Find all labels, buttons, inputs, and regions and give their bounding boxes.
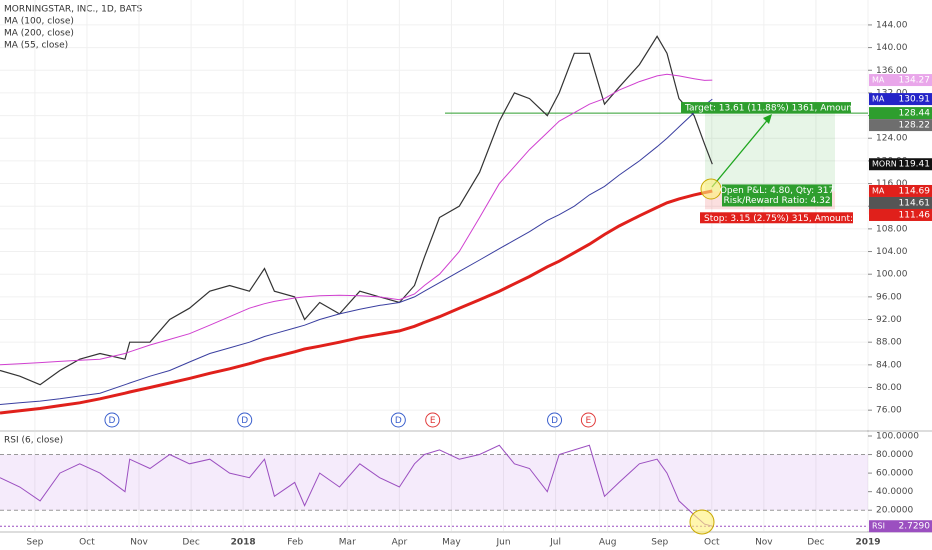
y-tick-label: 124.00 bbox=[876, 134, 908, 144]
highlight bbox=[700, 178, 722, 200]
price-tag-value: 130.91 bbox=[899, 95, 931, 105]
price-tag-value: 128.44 bbox=[899, 109, 931, 119]
event-label: D bbox=[108, 416, 115, 426]
price-tag bbox=[869, 208, 932, 221]
event-label: D bbox=[395, 416, 402, 426]
legend-entry: MA (100, close) bbox=[4, 17, 74, 27]
event-label: E bbox=[430, 416, 436, 426]
price-tag bbox=[869, 184, 932, 197]
price-tag-name: MA bbox=[872, 95, 885, 104]
price-tag-value: 2.7290 bbox=[899, 522, 931, 532]
x-tick-label: Aug bbox=[599, 538, 617, 548]
y-tick-label: 144.00 bbox=[876, 20, 908, 30]
series-line bbox=[0, 444, 713, 527]
series-line bbox=[0, 189, 713, 415]
price-tag-value: 134.27 bbox=[899, 76, 931, 86]
y-tick-label: 104.00 bbox=[876, 247, 908, 257]
price-tag bbox=[869, 196, 932, 209]
target-zone bbox=[705, 113, 835, 192]
price-tag-value: 114.69 bbox=[899, 186, 931, 196]
x-tick-label: Jun bbox=[495, 538, 510, 548]
price-tag-name: RSI bbox=[872, 522, 885, 531]
chart-title: MORNINGSTAR, INC., 1D, BATS bbox=[4, 5, 143, 15]
event-marker bbox=[425, 412, 441, 428]
highlight bbox=[689, 509, 715, 535]
series-line bbox=[0, 73, 713, 366]
price-tag bbox=[869, 93, 932, 106]
y-tick-label: 140.00 bbox=[876, 43, 908, 53]
pnl-box bbox=[722, 184, 832, 207]
x-tick-label: Apr bbox=[392, 538, 408, 548]
y-tick-label: 116.00 bbox=[876, 179, 908, 189]
price-tag bbox=[869, 119, 932, 132]
y-tick-label: 20.0000 bbox=[876, 506, 913, 516]
rsi-band bbox=[0, 454, 868, 511]
event-label: D bbox=[551, 416, 558, 426]
stop-box bbox=[700, 212, 853, 224]
price-tag bbox=[869, 520, 932, 533]
price-tag bbox=[869, 158, 932, 171]
price-tag-name: MA bbox=[872, 76, 885, 85]
event-marker bbox=[547, 412, 563, 428]
price-tag-value: 119.41 bbox=[899, 160, 931, 170]
event-marker bbox=[580, 412, 596, 428]
x-tick-label: May bbox=[442, 538, 461, 548]
y-tick-label: 108.00 bbox=[876, 224, 908, 234]
y-tick-label: 96.00 bbox=[876, 292, 902, 302]
y-tick-label: 100.0000 bbox=[876, 431, 919, 441]
legend-entry: MA (55, close) bbox=[4, 41, 68, 51]
price-tag-name: MORN bbox=[872, 160, 897, 169]
y-tick-label: 80.0000 bbox=[876, 450, 913, 460]
x-tick-label: Mar bbox=[339, 538, 356, 548]
y-tick-label: 80.00 bbox=[876, 383, 902, 393]
event-label: D bbox=[241, 416, 248, 426]
price-tag bbox=[869, 74, 932, 87]
x-tick-label: Dec bbox=[807, 538, 824, 548]
legend-entry: MA (200, close) bbox=[4, 29, 74, 39]
y-tick-label: 60.0000 bbox=[876, 469, 913, 479]
price-tag-value: 128.22 bbox=[899, 121, 931, 131]
pnl-text: Open P&L: 4.80, Qty: 317 bbox=[720, 186, 834, 196]
price-tag-name: MA bbox=[872, 186, 885, 195]
y-tick-label: 84.00 bbox=[876, 360, 902, 370]
event-marker bbox=[390, 412, 406, 428]
target-text: Target: 13.61 (11.88%) 1361, Amount: 531… bbox=[684, 104, 899, 114]
series-line bbox=[0, 98, 713, 405]
x-tick-label: Sep bbox=[26, 538, 43, 548]
x-tick-label: Sep bbox=[651, 538, 668, 548]
event-label: E bbox=[586, 416, 592, 426]
price-tag-value: 114.61 bbox=[899, 198, 931, 208]
y-tick-label: 40.0000 bbox=[876, 487, 913, 497]
x-tick-label: Nov bbox=[755, 538, 773, 548]
y-tick-label: 100.00 bbox=[876, 270, 908, 280]
x-tick-label: Feb bbox=[287, 538, 303, 548]
x-tick-label: Dec bbox=[182, 538, 199, 548]
rsi-title: RSI (6, close) bbox=[4, 436, 63, 446]
event-marker bbox=[104, 412, 120, 428]
x-tick-label: Oct bbox=[704, 538, 720, 548]
series-line bbox=[0, 35, 713, 386]
y-tick-label: 136.00 bbox=[876, 66, 908, 76]
event-marker bbox=[237, 412, 253, 428]
target-box bbox=[681, 102, 851, 114]
y-tick-label: 76.00 bbox=[876, 406, 902, 416]
x-tick-label: Oct bbox=[79, 538, 95, 548]
x-tick-label: Jul bbox=[549, 538, 561, 548]
y-tick-label: 92.00 bbox=[876, 315, 902, 325]
ratio-text: Risk/Reward Ratio: 4.32 bbox=[723, 196, 830, 206]
price-tag bbox=[869, 107, 932, 120]
stop-text: Stop: 3.15 (2.75%) 315, Amount: 1.45 bbox=[704, 214, 876, 224]
trade-arrow-head bbox=[763, 114, 772, 124]
price-tag-value: 111.46 bbox=[899, 210, 931, 220]
x-tick-label: 2019 bbox=[855, 538, 880, 548]
trade-arrow bbox=[711, 116, 771, 188]
x-tick-label: Nov bbox=[130, 538, 148, 548]
x-tick-label: 2018 bbox=[231, 538, 256, 548]
y-tick-label: 88.00 bbox=[876, 338, 902, 348]
